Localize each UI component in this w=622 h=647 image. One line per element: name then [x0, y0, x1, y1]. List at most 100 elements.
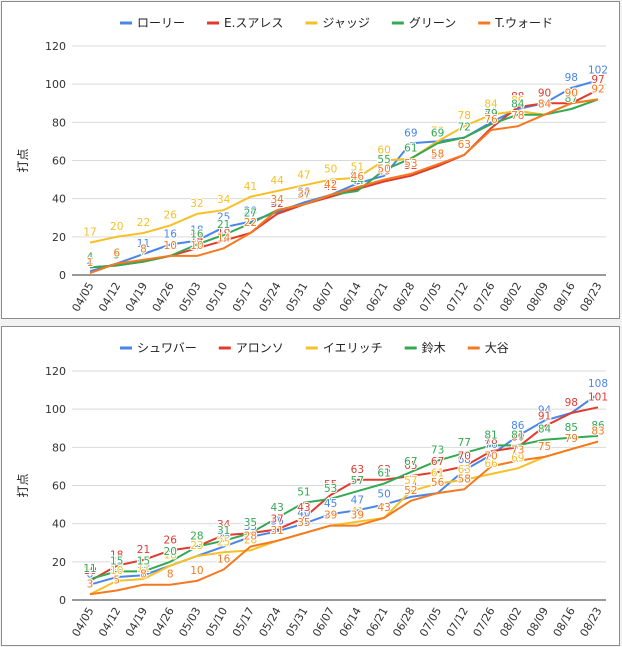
legend-item: 鈴木 [404, 340, 446, 355]
data-label: 45 [324, 498, 337, 510]
legend: ローリー E.スアレス ジャッジ グリーン T.ウォード [120, 16, 553, 30]
data-label: 51 [351, 162, 364, 174]
data-label: 61 [404, 143, 417, 155]
data-label: 81 [511, 429, 524, 441]
data-label: 63 [351, 464, 364, 476]
data-label: 7 [140, 246, 147, 258]
data-label: 92 [591, 83, 604, 95]
data-label: 98 [565, 397, 578, 409]
gridlines [72, 370, 606, 601]
data-label: 18 [190, 225, 203, 237]
data-label: 47 [297, 169, 310, 181]
series-line [89, 440, 599, 596]
data-label: 68 [458, 454, 471, 466]
data-label: 50 [377, 164, 390, 176]
legend-label: 鈴木 [422, 340, 446, 355]
data-label: 53 [324, 483, 337, 495]
y-tick-label: 60 [52, 480, 66, 493]
data-label: 91 [538, 410, 551, 422]
data-label: 41 [244, 181, 257, 193]
x-tick-label: 04/12 [96, 280, 123, 314]
legend-label: ローリー [137, 16, 185, 30]
y-tick-label: 0 [59, 594, 66, 607]
data-label: 27 [244, 207, 257, 219]
data-label: 10 [164, 240, 177, 252]
data-label: 21 [217, 219, 230, 231]
data-label: 16 [164, 228, 178, 240]
data-label: 77 [458, 437, 471, 449]
y-tick-label: 20 [52, 556, 66, 569]
x-tick-label: 04/12 [96, 605, 123, 639]
data-label: 43 [377, 502, 390, 514]
data-label: 84 [538, 99, 552, 111]
x-tick-label: 05/24 [257, 605, 284, 639]
x-tick-label: 07/12 [444, 605, 471, 639]
x-tick-label: 04/05 [69, 605, 96, 639]
x-tick-label: 04/19 [123, 605, 150, 639]
data-label: 41 [351, 506, 364, 518]
data-label: 41 [324, 181, 337, 193]
legend-label: T.ウォード [494, 16, 553, 30]
data-label: 11 [137, 563, 150, 575]
data-label: 18 [164, 550, 177, 562]
data-label: 80 [511, 431, 524, 443]
data-label: 20 [110, 221, 123, 233]
line-chart-svg: シュワバー アロンソ イエリッチ 鈴木 大谷 0 20 40 60 80 100 120 打点 04/05… [16, 340, 609, 639]
data-label: 84 [538, 99, 552, 111]
data-label: 28 [244, 531, 257, 543]
x-tick-label: 08/16 [551, 605, 578, 639]
data-label: 8 [140, 569, 147, 581]
legend-label: アロンソ [236, 341, 284, 355]
x-tick-label: 06/21 [364, 280, 391, 314]
data-label: 56 [431, 477, 445, 489]
data-label: 2 [87, 255, 94, 267]
data-label: 57 [404, 475, 417, 487]
x-tick-label: 08/09 [524, 605, 551, 639]
data-label: 33 [244, 521, 257, 533]
x-tick-label: 05/31 [283, 280, 310, 314]
data-label: 90 [565, 87, 578, 99]
data-label: 53 [404, 158, 417, 170]
data-label: 32 [270, 198, 283, 210]
x-tick-label: 07/05 [417, 280, 444, 314]
legend-label: イエリッチ [323, 341, 383, 355]
data-label: 26 [164, 534, 178, 546]
x-tick-label: 04/19 [123, 280, 150, 314]
data-label: 46 [351, 171, 365, 183]
data-label: 48 [351, 167, 364, 179]
data-label: 76 [484, 439, 498, 451]
x-tick-label: 06/14 [337, 280, 364, 314]
data-label: 44 [351, 175, 365, 187]
data-label: 73 [511, 445, 524, 457]
data-label: 3 [87, 578, 94, 590]
legend-item: アロンソ [218, 341, 284, 355]
legend-item: ジャッジ [305, 16, 370, 30]
data-label: 70 [458, 450, 471, 462]
data-label: 98 [565, 397, 578, 409]
data-label: 49 [377, 165, 390, 177]
data-label: 52 [404, 160, 417, 172]
data-label: 87 [511, 93, 524, 105]
data-label: 61 [377, 468, 390, 480]
data-label: 69 [431, 127, 444, 139]
data-label: 37 [270, 513, 283, 525]
data-label: 70 [484, 450, 497, 462]
data-label: 8 [167, 569, 174, 581]
data-label: 31 [217, 525, 230, 537]
data-label: 39 [324, 510, 337, 522]
y-tick-label: 80 [52, 116, 66, 129]
legend-item: ローリー [120, 16, 185, 30]
data-label: 44 [270, 175, 284, 187]
x-tick-label: 08/23 [577, 605, 604, 639]
data-label: 4 [87, 251, 94, 263]
data-label: 21 [137, 544, 150, 556]
x-tick-label: 05/10 [203, 605, 230, 639]
data-label: 14 [217, 232, 231, 244]
x-tick-label: 05/03 [176, 605, 203, 639]
data-label: 22 [244, 217, 257, 229]
data-label: 43 [297, 502, 310, 514]
data-label: 22 [137, 217, 150, 229]
data-label: 67 [431, 456, 444, 468]
x-tick-label: 06/07 [310, 280, 337, 314]
x-tick-label: 07/12 [444, 280, 471, 314]
